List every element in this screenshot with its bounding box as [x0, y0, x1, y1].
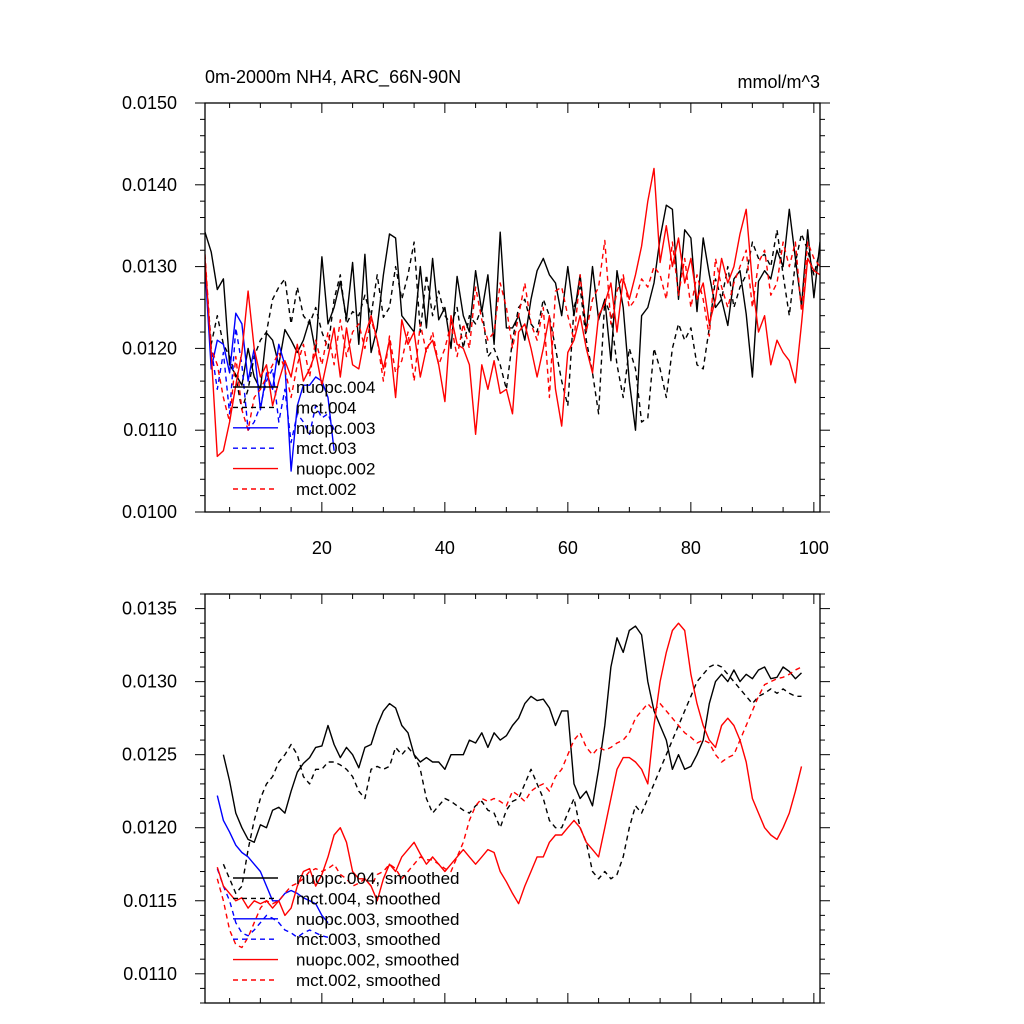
y-tick-label: 0.0100	[122, 502, 177, 522]
bottom-panel: 0.0110 0.0115 0.0120 0.0125 0.0130 0.0135 nuo…	[122, 593, 830, 1004]
legend-label: nuopc.002, smoothed	[296, 951, 460, 970]
x-tick-label: 40	[435, 538, 455, 558]
y-tick-label: 0.0120	[122, 818, 177, 838]
top-units-label: mmol/m^3	[738, 72, 820, 92]
y-tick-label: 0.0135	[122, 599, 177, 619]
series-line-mct-004	[205, 229, 820, 423]
y-tick-label: 0.0115	[123, 891, 177, 911]
legend-label: nuopc.004	[296, 378, 375, 397]
x-tick-label: 20	[312, 538, 332, 558]
series-line-nuopc-003-smoothed	[216, 795, 329, 924]
top-panel: 0m-2000m NH4, ARC_66N-90N mmol/m^3 20 40 6…	[122, 67, 830, 558]
series-line-mct-004-smoothed	[222, 663, 802, 895]
y-tick-label: 0.0130	[122, 672, 177, 692]
y-tick-label: 0.0125	[122, 745, 177, 765]
y-tick-label: 0.0150	[122, 93, 177, 113]
top-axes: 20 40 60 80 100 0.0100 0.0110 0.0120 0.0130 0.014…	[122, 93, 830, 558]
legend-label: mct.002	[296, 480, 356, 499]
series-line-nuopc-002-smoothed	[216, 622, 803, 917]
plot-frame	[204, 102, 821, 513]
legend-label: nuopc.002	[296, 460, 375, 479]
y-tick-label: 0.0140	[122, 175, 177, 195]
x-tick-label: 80	[681, 538, 701, 558]
legend-label: mct.002, smoothed	[296, 971, 441, 990]
series-line-mct-002-smoothed	[216, 666, 802, 949]
legend-label: nuopc.003, smoothed	[296, 910, 460, 929]
legend-label: nuopc.004, smoothed	[296, 869, 460, 888]
legend-label: mct.004, smoothed	[296, 889, 441, 908]
top-series-lines	[205, 167, 820, 472]
bottom-axes: 0.0110 0.0115 0.0120 0.0125 0.0130 0.0135	[122, 593, 830, 1004]
x-tick-label: 60	[558, 538, 578, 558]
y-tick-label: 0.0110	[123, 964, 177, 984]
legend-label: mct.004	[296, 398, 356, 417]
series-line-mct-002	[205, 239, 820, 431]
series-line-nuopc-004-smoothed	[222, 625, 802, 843]
legend-label: mct.003	[296, 439, 356, 458]
y-tick-label: 0.0130	[122, 257, 177, 277]
legend-label: mct.003, smoothed	[296, 930, 441, 949]
x-tick-label: 100	[799, 538, 829, 558]
bottom-series-lines	[216, 622, 803, 949]
y-tick-label: 0.0120	[122, 338, 177, 358]
legend-label: nuopc.003	[296, 419, 375, 438]
top-title: 0m-2000m NH4, ARC_66N-90N	[205, 67, 461, 88]
y-tick-label: 0.0110	[123, 420, 177, 440]
